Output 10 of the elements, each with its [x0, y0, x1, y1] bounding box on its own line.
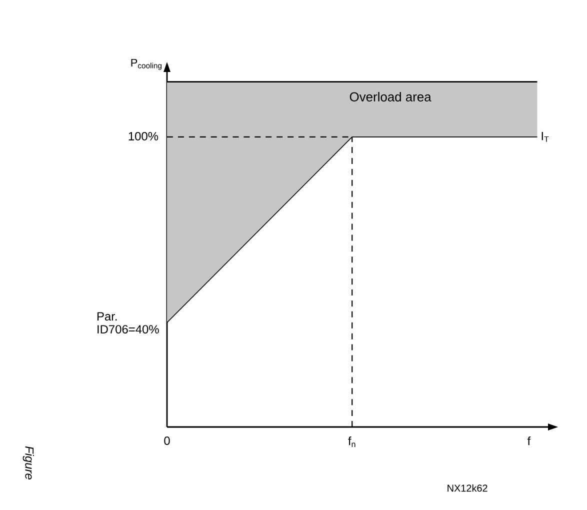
text: NX12k62 — [448, 484, 488, 492]
x-tick-label: f$_{n}$ — [348, 436, 356, 447]
text: P$_{cooling}$ — [131, 58, 162, 70]
text: Overload area — [350, 92, 432, 102]
x-tick-label: 0 — [164, 436, 170, 445]
x-axis-title: f — [527, 436, 531, 446]
series-label: I$_{T}$ — [542, 132, 549, 142]
text: Par. ID706=40% — [97, 312, 159, 334]
text: 100% — [128, 132, 158, 140]
text: Figure — [22, 446, 34, 480]
